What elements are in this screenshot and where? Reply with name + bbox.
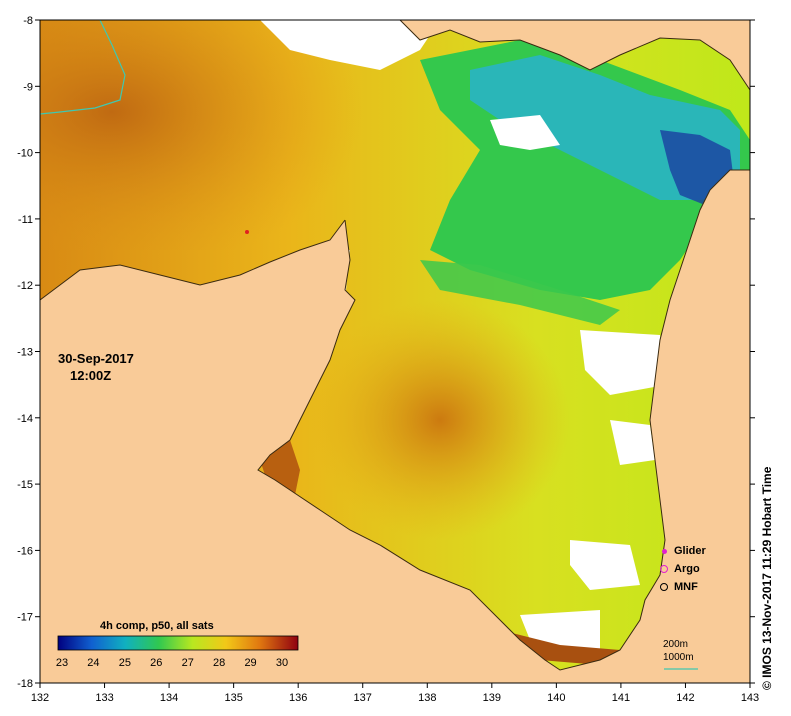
colorbar-title: 4h comp, p50, all sats (100, 620, 214, 632)
coastline-png (399, 19, 751, 91)
colorbar-tick-label: 25 (119, 657, 131, 669)
colorbar-tick-label: 30 (276, 657, 288, 669)
x-tick-label: 139 (483, 692, 501, 704)
y-tick-label: -17 (17, 612, 33, 624)
legend-glider: Glider (660, 542, 706, 560)
warm-core-gulf (310, 300, 570, 540)
x-tick-label: 135 (224, 692, 242, 704)
y-tick-label: -13 (17, 347, 33, 359)
colorbar-tick-label: 29 (244, 657, 256, 669)
plot-area (39, 19, 751, 683)
depth-legend: 200m 1000m (663, 638, 694, 664)
green-streak-1 (420, 260, 620, 325)
x-tick-label: 137 (354, 692, 372, 704)
bathymetry-200m (39, 19, 126, 115)
y-tick-label: -12 (17, 280, 33, 292)
nodata-east-2 (610, 420, 655, 465)
colorbar-tick-label: 26 (150, 657, 162, 669)
depth-1000m-label: 1000m (663, 652, 694, 663)
colorbar-tick-label: 28 (213, 657, 225, 669)
y-axis: -8 -9 -10 -11 -12 -13 -14 -15 -16 -17 -18 (17, 15, 755, 690)
legend-argo: Argo (660, 560, 706, 578)
legend-glider-label: Glider (674, 545, 706, 557)
nodata-north (260, 20, 440, 70)
land-new-guinea (400, 20, 750, 90)
colorbar-labels: 23 24 25 26 27 28 29 30 (56, 657, 288, 669)
glider-dot-icon (661, 548, 667, 554)
legend-mnf-label: MNF (674, 581, 698, 593)
platform-legend: Glider Argo MNF (660, 542, 706, 596)
y-tick-label: -15 (17, 479, 33, 491)
date-label: 30-Sep-2017 (58, 351, 134, 366)
colorbar (57, 635, 299, 651)
x-tick-label: 133 (95, 692, 113, 704)
nodata-east-3 (570, 540, 640, 590)
colorbar-tick-label: 24 (87, 657, 99, 669)
x-tick-label: 132 (31, 692, 49, 704)
y-tick-label: -14 (17, 413, 33, 425)
colorbar-tick-label: 27 (182, 657, 194, 669)
x-tick-label: 134 (160, 692, 178, 704)
land-northern-territory (40, 170, 750, 683)
nodata-east-1 (580, 330, 665, 395)
time-label: 12:00Z (70, 368, 112, 383)
y-tick-label: -18 (17, 678, 33, 690)
y-tick-label: -16 (17, 545, 33, 557)
x-tick-label: 138 (418, 692, 436, 704)
y-tick-label: -8 (23, 15, 33, 27)
glider-marker (245, 230, 249, 234)
y-tick-label: -11 (18, 214, 33, 226)
x-tick-label: 142 (676, 692, 694, 704)
y-tick-label: -10 (17, 148, 33, 160)
land-cape-york-peninsula (650, 200, 750, 640)
x-axis: 132 133 134 135 136 137 138 139 140 141 142 143 (31, 683, 759, 704)
y-tick-label: -9 (23, 81, 33, 93)
imos-credit: © IMOS 13-Nov-2017 11:29 Hobart Time (760, 466, 774, 690)
colorbar-tick-label: 23 (56, 657, 68, 669)
argo-ring-icon (660, 565, 668, 573)
legend-mnf: MNF (660, 578, 706, 596)
x-tick-label: 141 (612, 692, 630, 704)
mnf-circle-icon (660, 583, 668, 591)
nodata-ne-1 (490, 115, 560, 150)
hot-coast-s (500, 630, 620, 665)
x-tick-label: 140 (547, 692, 565, 704)
legend-argo-label: Argo (674, 563, 700, 575)
x-tick-label: 143 (741, 692, 759, 704)
coastline-gulf (257, 169, 750, 671)
x-tick-label: 136 (289, 692, 307, 704)
date-stamp: 30-Sep-2017 12:00Z (58, 350, 134, 384)
coastline-west (39, 219, 346, 301)
depth-200m-label: 200m (663, 639, 689, 650)
